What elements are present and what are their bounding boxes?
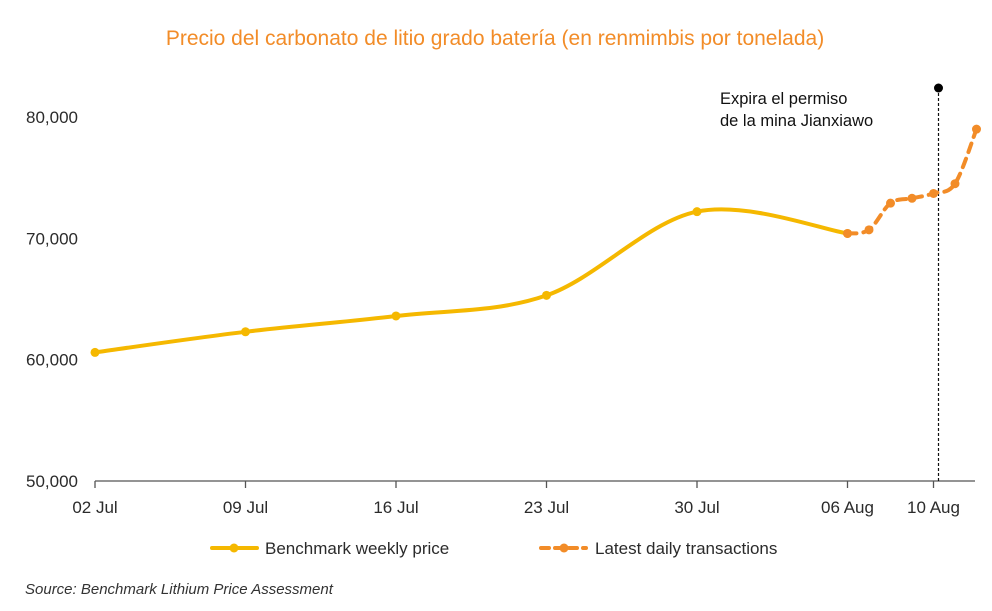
chart-title: Precio del carbonato de litio grado bate… [166, 27, 824, 50]
annotation-marker [934, 83, 943, 93]
y-axis: 50,000 60,000 70,000 80,000 [26, 108, 78, 491]
y-tick-label: 50,000 [26, 472, 78, 491]
legend-marker-daily [559, 543, 569, 553]
series-line-benchmark [93, 207, 850, 355]
legend-label-daily: Latest daily transactions [595, 539, 777, 558]
x-tick-label: 16 Jul [373, 498, 418, 517]
y-tick-label: 80,000 [26, 108, 78, 127]
x-tick-label: 06 Aug [821, 498, 874, 517]
data-point [542, 290, 551, 300]
x-tick-label: 23 Jul [524, 498, 569, 517]
x-axis: 02 Jul 09 Jul 16 Jul 23 Jul 30 Jul 06 Aug 10 A… [72, 481, 960, 517]
x-tick-label: 30 Jul [674, 498, 719, 517]
x-tick-label: 02 Jul [72, 498, 117, 517]
data-point [391, 311, 401, 321]
legend-item-benchmark: Benchmark weekly price [210, 539, 449, 558]
legend-label-benchmark: Benchmark weekly price [265, 539, 449, 558]
legend-marker-benchmark [229, 543, 239, 553]
y-tick-label: 60,000 [26, 351, 78, 370]
data-point [90, 347, 100, 357]
annotation-label: Expira el permiso [720, 90, 847, 108]
legend-item-daily: Latest daily transactions [539, 539, 777, 558]
data-point [972, 124, 981, 134]
x-tick-label: 10 Aug [907, 498, 960, 517]
legend: Benchmark weekly price Latest daily tran… [210, 539, 777, 558]
x-tick-label: 09 Jul [223, 498, 268, 517]
source-note: Source: Benchmark Lithium Price Assessme… [25, 581, 334, 598]
y-tick-label: 70,000 [26, 229, 78, 248]
data-point [950, 179, 960, 189]
annotation-label: de la mina Jianxiawo [720, 112, 873, 130]
data-point [864, 225, 874, 235]
plot-area [90, 124, 981, 357]
data-point [886, 198, 895, 208]
data-point [241, 327, 250, 337]
data-point [843, 228, 852, 238]
data-point [929, 188, 938, 198]
annotation: Expira el permiso de la mina Jianxiawo [720, 83, 943, 481]
data-point [907, 193, 917, 203]
data-point [692, 207, 702, 217]
